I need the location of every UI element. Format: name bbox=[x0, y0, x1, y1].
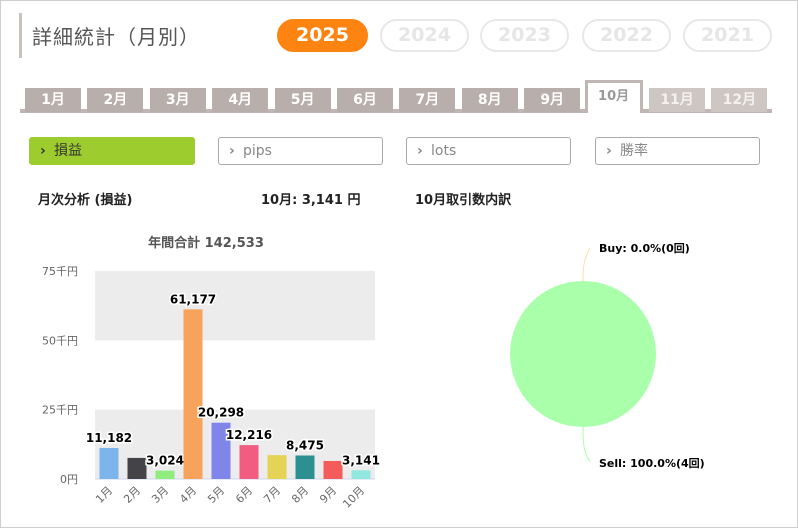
bar-data-label: 3,024 bbox=[146, 454, 184, 468]
metric-winrate-button[interactable]: › 勝率 bbox=[595, 137, 760, 165]
tab-month-7[interactable]: 7月 bbox=[399, 88, 456, 112]
bar-5 bbox=[211, 422, 231, 479]
metric-label: 勝率 bbox=[620, 143, 648, 159]
chevron-right-icon: › bbox=[40, 143, 46, 159]
bar-data-label: 3,141 bbox=[342, 453, 380, 467]
y-tick-label: 25千円 bbox=[42, 404, 78, 417]
month-tabs-baseline bbox=[20, 109, 772, 113]
chart-band bbox=[95, 271, 375, 341]
metric-label: pips bbox=[243, 143, 272, 159]
pie-slice-sell bbox=[510, 281, 656, 427]
chevron-right-icon: › bbox=[417, 143, 423, 159]
tab-month-4[interactable]: 4月 bbox=[212, 88, 269, 112]
x-tick-label: 6月 bbox=[233, 484, 255, 506]
pie-label-buy: Buy: 0.0%(0回) bbox=[599, 241, 690, 255]
tab-month-3[interactable]: 3月 bbox=[149, 88, 206, 112]
metric-label: lots bbox=[431, 143, 457, 159]
bar-7 bbox=[267, 455, 287, 479]
bar-9 bbox=[323, 460, 343, 479]
pie-connector-sell bbox=[582, 426, 591, 463]
bar-data-label: 20,298 bbox=[198, 406, 244, 420]
page-title: 詳細統計（月別） bbox=[32, 25, 200, 49]
bar-data-label: 8,475 bbox=[286, 438, 324, 452]
tab-month-8[interactable]: 8月 bbox=[461, 88, 518, 112]
bar-4 bbox=[183, 309, 203, 479]
x-tick-label: 3月 bbox=[149, 484, 171, 506]
bar-10 bbox=[351, 470, 371, 479]
tab-month-12: 12月 bbox=[711, 88, 768, 112]
pie-connector-buy bbox=[582, 247, 591, 282]
chevron-right-icon: › bbox=[606, 143, 612, 159]
title-accent-bar bbox=[19, 13, 22, 58]
bar-8 bbox=[295, 455, 315, 479]
x-tick-label: 8月 bbox=[289, 484, 311, 506]
bar-6 bbox=[239, 445, 259, 479]
y-tick-label: 50千円 bbox=[42, 334, 78, 347]
x-tick-label: 9月 bbox=[317, 484, 339, 506]
year-2024-button[interactable]: 2024 bbox=[380, 19, 469, 52]
x-tick-label: 1月 bbox=[93, 484, 115, 506]
tab-month-1[interactable]: 1月 bbox=[25, 88, 81, 112]
x-tick-label: 5月 bbox=[205, 484, 227, 506]
x-tick-label: 7月 bbox=[261, 484, 283, 506]
metric-label: 損益 bbox=[54, 143, 82, 159]
metric-profit-button[interactable]: › 損益 bbox=[29, 137, 195, 165]
breakdown-title: 10月取引数内訳 bbox=[415, 193, 512, 208]
tab-month-9[interactable]: 9月 bbox=[524, 88, 581, 112]
year-2023-button[interactable]: 2023 bbox=[480, 19, 569, 52]
x-tick-label: 4月 bbox=[177, 484, 199, 506]
bar-chart-title: 年間合計 142,533 bbox=[148, 235, 264, 251]
tab-month-6[interactable]: 6月 bbox=[337, 88, 393, 112]
pie-label-sell: Sell: 100.0%(4回) bbox=[599, 456, 705, 470]
bar-data-label: 12,216 bbox=[226, 428, 272, 442]
month-value: 10月: 3,141 円 bbox=[261, 193, 361, 208]
bar-1 bbox=[99, 447, 119, 479]
tab-month-2[interactable]: 2月 bbox=[87, 88, 144, 112]
y-tick-label: 75千円 bbox=[42, 265, 78, 278]
tab-month-11: 11月 bbox=[649, 88, 705, 112]
bar-data-label: 11,182 bbox=[86, 431, 132, 445]
bar-2 bbox=[127, 457, 147, 479]
bar-data-label: 61,177 bbox=[170, 292, 216, 306]
tab-month-10[interactable]: 10月 bbox=[584, 80, 643, 113]
year-2025-button[interactable]: 2025 bbox=[277, 19, 368, 52]
monthly-analysis-title: 月次分析 (損益) bbox=[38, 193, 133, 208]
year-2021-button[interactable]: 2021 bbox=[683, 19, 772, 52]
y-tick-label: 0円 bbox=[60, 473, 78, 486]
x-tick-label: 10月 bbox=[340, 484, 367, 511]
bar-3 bbox=[155, 470, 175, 479]
x-tick-label: 2月 bbox=[121, 484, 143, 506]
metric-pips-button[interactable]: › pips bbox=[218, 137, 383, 165]
chevron-right-icon: › bbox=[229, 143, 235, 159]
metric-lots-button[interactable]: › lots bbox=[406, 137, 571, 165]
tab-month-5[interactable]: 5月 bbox=[274, 88, 331, 112]
year-2022-button[interactable]: 2022 bbox=[582, 19, 671, 52]
